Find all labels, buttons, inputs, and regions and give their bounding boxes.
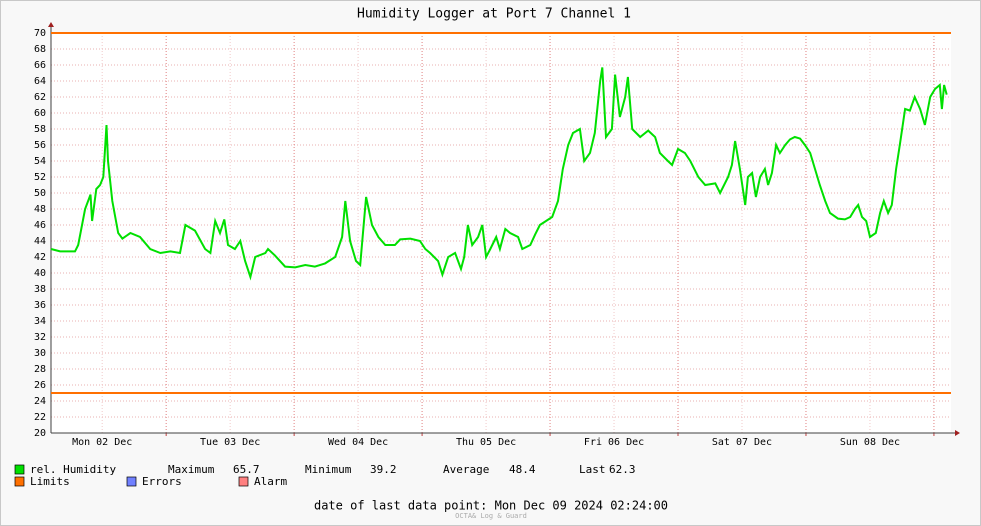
stat-value: 48.4 (509, 463, 536, 476)
x-tick-label: Wed 04 Dec (328, 437, 388, 448)
y-tick-label: 46 (34, 220, 46, 231)
x-tick-label: Sun 08 Dec (840, 437, 900, 448)
y-tick-label: 40 (34, 268, 46, 279)
y-tick-label: 64 (34, 76, 46, 87)
x-axis-arrow (955, 430, 960, 436)
stat-value: 39.2 (370, 463, 397, 476)
legend-swatch (14, 476, 25, 487)
legend-swatch (238, 476, 249, 487)
y-tick-label: 62 (34, 92, 46, 103)
plot-area (51, 33, 951, 433)
y-tick-label: 26 (34, 380, 46, 391)
legend-label: rel. Humidity (30, 463, 116, 476)
stat-label: Last (579, 463, 606, 476)
x-tick-label: Sat 07 Dec (712, 437, 772, 448)
y-tick-label: 56 (34, 140, 46, 151)
y-axis-arrow (48, 22, 54, 27)
y-tick-label: 60 (34, 108, 46, 119)
x-tick-label: Mon 02 Dec (72, 437, 132, 448)
y-tick-label: 42 (34, 252, 46, 263)
y-tick-label: 44 (34, 236, 46, 247)
y-tick-label: 20 (34, 428, 46, 439)
legend-label: Limits (30, 475, 70, 488)
stat-label: Average (443, 463, 489, 476)
data-line (50, 67, 948, 281)
y-tick-label: 52 (34, 172, 46, 183)
y-tick-label: 22 (34, 412, 46, 423)
y-tick-label: 70 (34, 28, 46, 39)
y-tick-label: 68 (34, 44, 46, 55)
y-tick-label: 28 (34, 364, 46, 375)
stat-label: Minimum (305, 463, 352, 476)
y-tick-label: 50 (34, 188, 46, 199)
chart-title: Humidity Logger at Port 7 Channel 1 (357, 7, 631, 22)
watermark: OCTA& Log & Guard (455, 512, 527, 520)
y-tick-label: 38 (34, 284, 46, 295)
legend-swatch (126, 476, 137, 487)
x-tick-label: Tue 03 Dec (200, 437, 260, 448)
y-tick-label: 24 (34, 396, 46, 407)
y-tick-label: 48 (34, 204, 46, 215)
y-tick-label: 58 (34, 124, 46, 135)
legend-swatch (14, 464, 25, 475)
y-tick-label: 66 (34, 60, 46, 71)
stat-value: 62.3 (609, 463, 636, 476)
stat-label: Maximum (168, 463, 215, 476)
footer: date of last data point: Mon Dec 09 2024… (314, 499, 668, 513)
y-tick-label: 36 (34, 300, 46, 311)
x-tick-label: Thu 05 Dec (456, 437, 516, 448)
y-tick-label: 32 (34, 332, 46, 343)
y-tick-label: 54 (34, 156, 46, 167)
y-tick-label: 34 (34, 316, 46, 327)
stat-value: 65.7 (233, 463, 260, 476)
x-tick-label: Fri 06 Dec (584, 437, 644, 448)
y-tick-label: 30 (34, 348, 46, 359)
legend-label: Errors (142, 475, 182, 488)
legend-label: Alarm (254, 475, 287, 488)
